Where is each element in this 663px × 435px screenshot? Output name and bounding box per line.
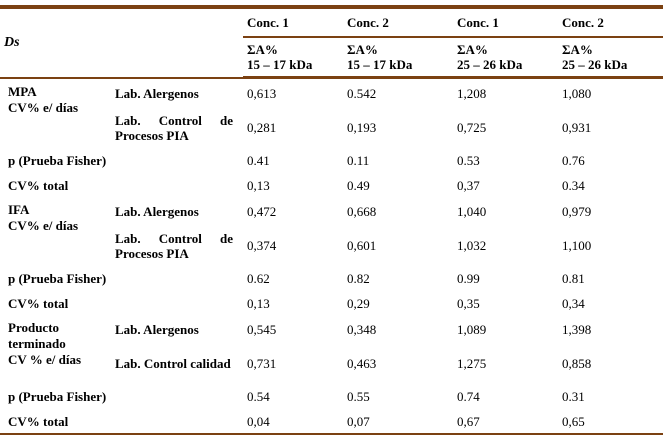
sigma-label: ΣA%: [562, 42, 593, 57]
value-cell: 0.99: [457, 270, 480, 286]
value-cell: 0,725: [457, 120, 487, 135]
table-row: p (Prueba Fisher) 0.41 0.11 0.53 0.76: [0, 147, 663, 173]
value-cell: 0,613: [247, 86, 277, 101]
value-cell: 0.54: [247, 388, 270, 404]
value-cell: 1,100: [562, 238, 592, 253]
value-cell: 0,29: [347, 295, 370, 311]
value-cell: 0.542: [347, 86, 377, 101]
sigma-label: ΣA%: [247, 42, 278, 57]
table-row: Lab. Control calidad 0,731 0,463 1,275 0…: [0, 344, 663, 383]
conc-header: Conc. 2: [558, 7, 663, 38]
kda-range: 15 – 17 kDa: [347, 57, 413, 72]
header-row-sub: ΣA% 15 – 17 kDa ΣA% 15 – 17 kDa ΣA% 25 –…: [0, 37, 663, 79]
value-cell: 0,731: [247, 356, 277, 371]
table-row: CV% total 0,13 0.49 0,37 0.34: [0, 173, 663, 197]
kda-range: 15 – 17 kDa: [247, 57, 313, 72]
sigma-label: ΣA%: [347, 42, 378, 57]
value-cell: 0,348: [347, 322, 377, 337]
value-cell: 0.55: [347, 388, 370, 404]
value-cell: 0,463: [347, 356, 377, 371]
value-cell: 0,545: [247, 322, 277, 337]
total-label-cell: CV% total: [8, 295, 69, 311]
sigma-label: ΣA%: [457, 42, 488, 57]
value-cell: 1,032: [457, 238, 487, 253]
fisher-label-cell: p (Prueba Fisher): [8, 270, 107, 286]
table-row: CV% total 0,04 0,07 0,67 0,65: [0, 409, 663, 434]
results-table: Ds Conc. 1 Conc. 2 Conc. 1 Conc. 2 ΣA% 1…: [0, 5, 663, 435]
value-cell: 0,281: [247, 120, 277, 135]
conc-header: Conc. 1: [453, 7, 558, 38]
value-cell: 0,193: [347, 120, 377, 135]
table-row: p (Prueba Fisher) 0.54 0.55 0.74 0.31: [0, 383, 663, 409]
lab-label-cell: Lab. Alergenos: [115, 204, 199, 219]
value-cell: 0.11: [347, 152, 370, 168]
lab-label-cell: Lab. Control calidad: [115, 356, 231, 371]
value-cell: 0,04: [247, 413, 270, 429]
lab-label-cell: Lab. Alergenos: [115, 322, 199, 337]
group-label-cell: MPA CV% e/ días: [8, 83, 79, 115]
subheader: ΣA% 15 – 17 kDa: [243, 37, 343, 79]
header-row-conc: Ds Conc. 1 Conc. 2 Conc. 1 Conc. 2: [0, 7, 663, 79]
table-row: CV% total 0,13 0,29 0,35 0,34: [0, 291, 663, 315]
total-label-cell: CV% total: [8, 413, 69, 429]
value-cell: 0,67: [457, 413, 480, 429]
fisher-label-cell: p (Prueba Fisher): [8, 152, 107, 168]
value-cell: 1,208: [457, 86, 487, 101]
value-cell: 0.31: [562, 388, 585, 404]
value-cell: 1,275: [457, 356, 487, 371]
value-cell: 1,398: [562, 322, 592, 337]
value-cell: 0,979: [562, 204, 592, 219]
value-cell: 0,668: [347, 204, 377, 219]
value-cell: 0,472: [247, 204, 277, 219]
conc-header: Conc. 1: [243, 7, 343, 38]
value-cell: 0,931: [562, 120, 592, 135]
table-row: p (Prueba Fisher) 0.62 0.82 0.99 0.81: [0, 265, 663, 291]
group-label-cell: Producto terminado CV % e/ días: [8, 320, 82, 367]
kda-range: 25 – 26 kDa: [457, 57, 523, 72]
fisher-label-cell: p (Prueba Fisher): [8, 388, 107, 404]
value-cell: 0.53: [457, 152, 480, 168]
table-row: Lab. Control de Procesos PIA 0,374 0,601…: [0, 226, 663, 265]
value-cell: 0.81: [562, 270, 585, 286]
value-cell: 1,080: [562, 86, 592, 101]
table-row: Lab. Control de Procesos PIA 0,281 0,193…: [0, 108, 663, 147]
value-cell: 0.74: [457, 388, 480, 404]
value-cell: 0.41: [247, 152, 270, 168]
group-label-cell: IFA CV% e/ días: [8, 202, 79, 233]
value-cell: 0.76: [562, 152, 585, 168]
value-cell: 0,37: [457, 177, 480, 193]
ds-header: Ds: [0, 7, 243, 79]
table-row: IFA CV% e/ días Lab. Alergenos 0,472 0,6…: [0, 197, 663, 233]
conc-header: Conc. 2: [343, 7, 453, 38]
subheader: ΣA% 25 – 26 kDa: [558, 37, 663, 79]
kda-range: 25 – 26 kDa: [562, 57, 628, 72]
subheader: ΣA% 25 – 26 kDa: [453, 37, 558, 79]
value-cell: 0,35: [457, 295, 480, 311]
subheader: ΣA% 15 – 17 kDa: [343, 37, 453, 79]
value-cell: 1,089: [457, 322, 487, 337]
lab-label-cell: Lab. Alergenos: [115, 85, 199, 101]
table-row: Producto terminado CV % e/ días Lab. Ale…: [0, 315, 663, 367]
value-cell: 0.62: [247, 270, 270, 286]
value-cell: 0,13: [247, 177, 270, 193]
value-cell: 0,34: [562, 295, 585, 311]
value-cell: 0,13: [247, 295, 270, 311]
table-row: MPA CV% e/ días Lab. Alergenos 0,613 0.5…: [0, 78, 663, 115]
value-cell: 0,07: [347, 413, 370, 429]
value-cell: 1,040: [457, 204, 487, 219]
value-cell: 0,601: [347, 238, 377, 253]
total-label-cell: CV% total: [8, 177, 69, 193]
value-cell: 0.34: [562, 177, 585, 193]
value-cell: 0,858: [562, 356, 592, 371]
lab-label-cell: Lab. Control de Procesos PIA: [115, 112, 233, 143]
value-cell: 0.49: [347, 177, 370, 193]
document-page: Ds Conc. 1 Conc. 2 Conc. 1 Conc. 2 ΣA% 1…: [0, 5, 663, 435]
value-cell: 0,65: [562, 413, 585, 429]
value-cell: 0,374: [247, 238, 277, 253]
value-cell: 0.82: [347, 270, 370, 286]
lab-label-cell: Lab. Control de Procesos PIA: [115, 230, 233, 261]
